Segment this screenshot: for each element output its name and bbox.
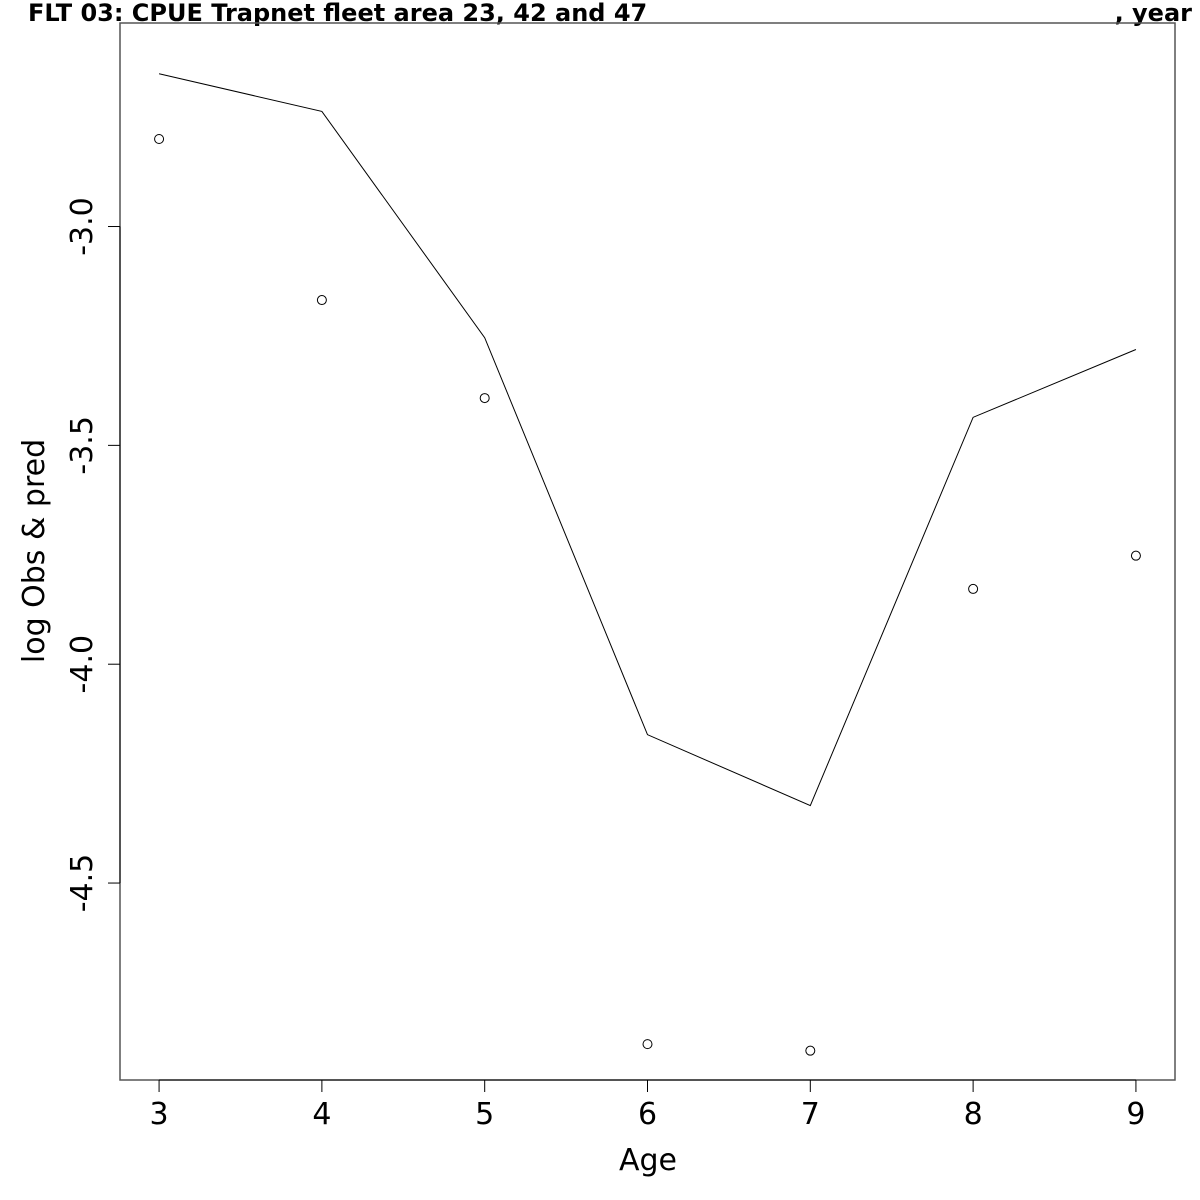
y-axis-label: log Obs & pred: [17, 439, 52, 663]
x-axis: 3 4 5 6 7 8 9: [150, 1079, 1145, 1132]
y-tick-label: -3.5: [65, 416, 100, 475]
x-tick-label: 4: [312, 1097, 331, 1132]
predicted-series-line: [158, 73, 1137, 807]
observed-point: [968, 583, 979, 594]
observed-series-points: [154, 133, 1141, 1056]
y-tick-label: -4.0: [65, 635, 100, 694]
x-tick-label: 8: [964, 1097, 983, 1132]
observed-point: [805, 1045, 816, 1056]
x-tick-label: 6: [638, 1097, 657, 1132]
observed-point: [316, 295, 327, 306]
y-tick-label: -3.0: [65, 197, 100, 256]
observed-point: [479, 393, 490, 404]
observed-point: [642, 1039, 653, 1050]
x-tick-label: 3: [150, 1097, 169, 1132]
y-tick-label: -4.5: [65, 854, 100, 913]
x-tick-label: 9: [1126, 1097, 1145, 1132]
y-axis: -3.0 -3.5 -4.0 -4.5: [65, 197, 121, 913]
x-tick-label: 7: [801, 1097, 820, 1132]
plot-frame: [119, 22, 1176, 1081]
x-axis-label: Age: [619, 1143, 677, 1178]
observed-point: [154, 133, 165, 144]
observed-point: [1130, 550, 1141, 561]
x-tick-label: 5: [475, 1097, 494, 1132]
